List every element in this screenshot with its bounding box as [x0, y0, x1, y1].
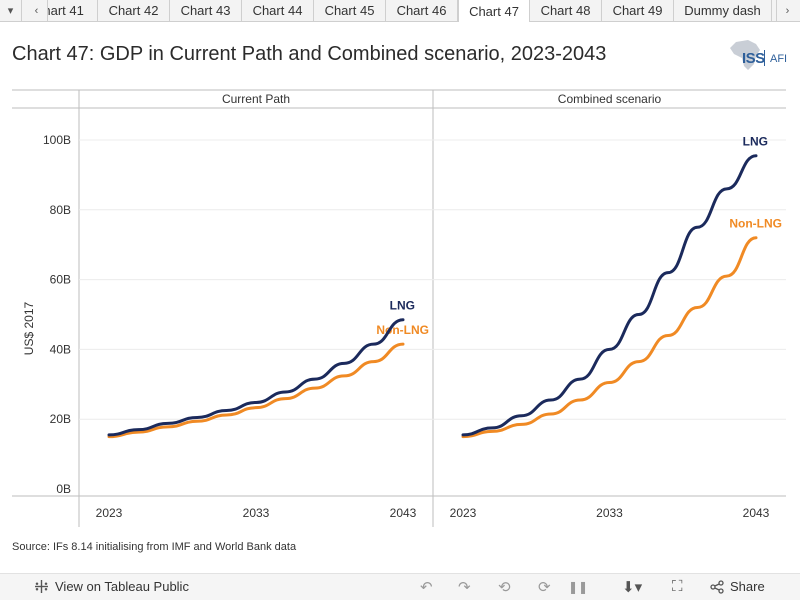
chevron-down-icon: ▾ [7, 5, 14, 17]
source-note: Source: IFs 8.14 initialising from IMF a… [12, 541, 297, 553]
y-tick-label: 60B [50, 273, 71, 287]
combined-non-lng-line [461, 236, 758, 439]
logo-separator [764, 50, 765, 66]
panel-header-current-path: Current Path [222, 92, 290, 106]
panel-header-combined-scenario: Combined scenario [558, 92, 662, 106]
x-tick-label: 2033 [596, 506, 623, 520]
tableau-logo-icon [35, 580, 48, 593]
current-path-lng-line [107, 318, 405, 437]
combined-lng-label: LNG [743, 135, 768, 149]
logo-afi: AFI [770, 53, 788, 65]
chevron-right-icon: › [785, 4, 790, 17]
y-tick-label: 40B [50, 342, 71, 356]
tab-dummy-dash[interactable]: Dummy dash [674, 0, 772, 21]
tab-menu-button[interactable]: ▾ [0, 0, 22, 21]
current-path-non-lng-label: Non-LNG [376, 323, 429, 337]
redo-icon[interactable]: ↷ [458, 579, 471, 596]
forward-icon[interactable]: ⟳ [538, 579, 551, 596]
tableau-toolbar: View on Tableau Public ↶ ↷ ⟲ ⟳ ❚❚ ⬇▾ ⛶ S… [0, 573, 800, 600]
combined-non-lng-label: Non-LNG [729, 217, 782, 231]
tab-chart-42[interactable]: Chart 42 [98, 0, 170, 21]
tab-chart-47[interactable]: Chart 47 [458, 0, 530, 22]
page-title: Chart 47: GDP in Current Path and Combin… [12, 43, 607, 65]
y-tick-label: 0B [56, 482, 71, 496]
africa-logo-icon [730, 40, 760, 70]
revert-icon[interactable]: ⟲ [498, 579, 511, 596]
chevron-left-icon: ‹ [34, 4, 39, 17]
x-tick-label: 2043 [743, 506, 770, 520]
share-icon [710, 579, 724, 594]
current-path-lng-label: LNG [390, 299, 415, 313]
share-button[interactable]: Share [710, 579, 765, 594]
fullscreen-icon[interactable]: ⛶ [672, 578, 683, 595]
tab-next-button[interactable]: › [776, 0, 798, 21]
tab-prev-button[interactable]: ‹ [26, 0, 48, 21]
combined-lng-line [461, 154, 758, 437]
undo-icon[interactable]: ↶ [420, 579, 433, 596]
tab-chart-44[interactable]: Chart 44 [242, 0, 314, 21]
gdp-chart: 0B 20B 40B 60B 80B 100B US$ 2017 Current Path 20… [12, 89, 786, 527]
y-tick-label: 20B [50, 412, 71, 426]
x-tick-label: 2043 [390, 506, 417, 520]
tab-chart-45[interactable]: Chart 45 [314, 0, 386, 21]
tab-chart-49[interactable]: Chart 49 [602, 0, 674, 21]
current-path-non-lng-line [107, 342, 405, 439]
x-tick-label: 2033 [243, 506, 270, 520]
y-tick-label: 100B [43, 133, 71, 147]
x-tick-label: 2023 [450, 506, 477, 520]
tab-chart-48[interactable]: Chart 48 [530, 0, 602, 21]
tab-chart-41[interactable]: Chart 41 [48, 0, 98, 21]
view-on-tableau-link[interactable]: View on Tableau Public [34, 579, 189, 594]
download-icon[interactable]: ⬇▾ [622, 579, 643, 596]
pause-icon[interactable]: ❚❚ [568, 580, 589, 594]
tab-chart-43[interactable]: Chart 43 [170, 0, 242, 21]
sheet-tab-bar: ▾ ‹ Chart 41 Chart 42 Chart 43 Chart 44 … [0, 0, 800, 22]
tab-chart-46[interactable]: Chart 46 [386, 0, 458, 21]
y-tick-label: 80B [50, 203, 71, 217]
logo-iss: ISS [742, 50, 765, 67]
y-axis-title: US$ 2017 [22, 301, 36, 355]
x-tick-label: 2023 [96, 506, 123, 520]
